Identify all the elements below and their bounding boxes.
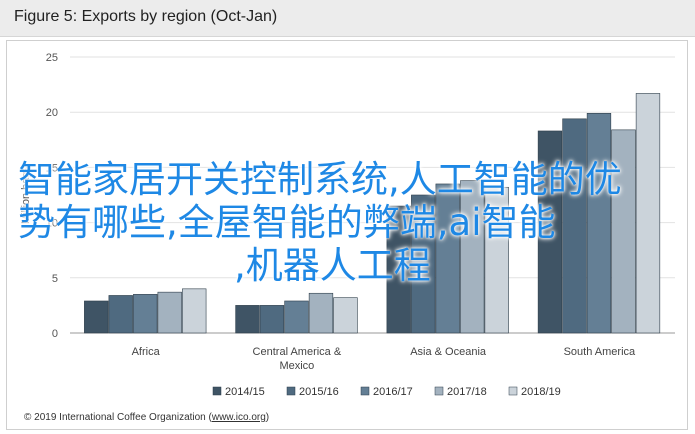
legend-swatch bbox=[360, 386, 370, 396]
bar-2016/17-Asia & Oceania bbox=[435, 183, 460, 334]
bar-2014/15-Central America & Mexico bbox=[235, 305, 260, 334]
bar-2015/16-Asia & Oceania bbox=[411, 194, 436, 334]
bar-2017/18-Central America & Mexico bbox=[308, 292, 334, 334]
bar-2018/19-South America bbox=[635, 93, 661, 334]
watermark-line-3: ,机器人工程 bbox=[234, 244, 431, 287]
category-label: Asia & Oceania bbox=[410, 346, 487, 358]
bar-layer bbox=[84, 93, 661, 334]
bar-2015/16-South America bbox=[562, 118, 587, 334]
y-tick-label: 25 bbox=[46, 52, 58, 64]
title-bar: Figure 5: Exports by region (Oct-Jan) bbox=[0, 0, 695, 37]
category-label: South America bbox=[564, 346, 636, 358]
category-label: Africa bbox=[132, 346, 161, 358]
bar-2018/19-Africa bbox=[182, 288, 207, 334]
y-tick-label: 5 bbox=[52, 273, 58, 285]
watermark-line-1: 智能家居开关控制系统,人工智能的优 bbox=[18, 158, 622, 201]
legend: 2014/15 2015/16 2016/17 2017/18 2018/19 bbox=[212, 386, 561, 398]
category-label: Central America & Mexico bbox=[253, 346, 342, 372]
y-axis-label: Million bags bbox=[20, 165, 32, 224]
bar-2017/18-South America bbox=[611, 129, 636, 334]
bar-2017/18-Asia & Oceania bbox=[460, 180, 485, 334]
bar-2018/19-Asia & Oceania bbox=[484, 186, 509, 334]
watermark-overlay: 智能家居开关控制系统,人工智能的优 势有哪些,全屋智能的弊端,ai智能 ,机器人… bbox=[18, 158, 678, 287]
bar-2014/15-Asia & Oceania bbox=[386, 205, 411, 334]
legend-label: 2016/17 bbox=[373, 386, 413, 398]
legend-swatch bbox=[212, 386, 222, 396]
chart-border bbox=[6, 40, 688, 430]
bar-2015/16-Africa bbox=[108, 295, 133, 334]
source-suffix: ) bbox=[265, 412, 270, 423]
legend-swatch bbox=[508, 386, 518, 396]
bar-2014/15-Africa bbox=[84, 300, 109, 334]
source-link[interactable]: www.ico.org bbox=[211, 412, 266, 423]
bar-2018/19-Central America & Mexico bbox=[333, 297, 358, 334]
legend-label: 2015/16 bbox=[299, 386, 339, 398]
source-note: © 2019 International Coffee Organization… bbox=[24, 412, 269, 423]
bar-2017/18-Africa bbox=[157, 291, 182, 334]
legend-label: 2018/19 bbox=[521, 386, 561, 398]
legend-label: 2014/15 bbox=[225, 386, 265, 398]
legend-swatch bbox=[434, 386, 444, 396]
bar-2014/15-South America bbox=[537, 130, 563, 334]
legend-swatch bbox=[286, 386, 296, 396]
bar-2016/17-South America bbox=[586, 113, 612, 334]
bar-2016/17-Central America & Mexico bbox=[284, 300, 309, 334]
y-tick-label: 15 bbox=[46, 162, 58, 174]
source-prefix: © 2019 International Coffee Organization… bbox=[24, 412, 212, 423]
y-tick-label: 10 bbox=[46, 218, 58, 230]
bar-2016/17-Africa bbox=[133, 294, 158, 334]
legend-label: 2017/18 bbox=[447, 386, 487, 398]
y-tick-label: 20 bbox=[46, 107, 58, 119]
y-tick-label: 0 bbox=[52, 328, 58, 340]
axis-layer: 0 5 10 15 20 25 Million bags Africa Central Amer… bbox=[20, 52, 636, 372]
chart-title: Figure 5: Exports by region (Oct-Jan) bbox=[14, 8, 278, 25]
watermark-line-2: 势有哪些,全屋智能的弊端,ai智能 bbox=[18, 201, 556, 244]
bar-2015/16-Central America & Mexico bbox=[259, 305, 285, 334]
